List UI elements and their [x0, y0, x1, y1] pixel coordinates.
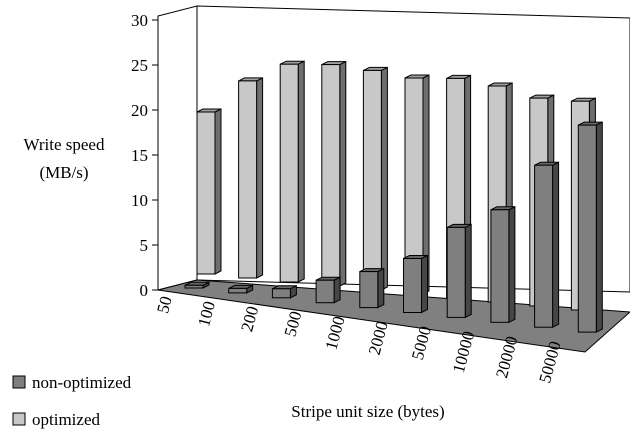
- x-tick-label: 5000: [408, 324, 435, 362]
- x-tick-label: 50: [153, 294, 176, 315]
- bar-non-optimized-200: [271, 284, 297, 299]
- bar-optimized-100-side: [256, 77, 264, 279]
- bar-non-optimized-50000-side: [595, 121, 603, 333]
- bar-non-optimized-500: [315, 276, 341, 304]
- bar-optimized-2000: [404, 74, 430, 295]
- bar-non-optimized-500-side: [333, 276, 341, 304]
- chart-side-wall: [157, 5, 198, 291]
- x-tick-label: 100: [194, 299, 219, 329]
- bar-optimized-50-side: [214, 108, 222, 275]
- bar-optimized-50: [196, 108, 222, 275]
- bar-optimized-200-side: [297, 60, 305, 283]
- bar-optimized-1000: [362, 66, 388, 291]
- bar-optimized-200: [279, 60, 305, 283]
- x-tick-label: 20000: [492, 334, 521, 380]
- bar-non-optimized-200-front: [271, 288, 291, 299]
- y-tick-label: 10: [131, 191, 148, 210]
- y-tick-label: 15: [131, 146, 148, 165]
- bar-non-optimized-50000: [577, 121, 603, 333]
- y-tick-label: 25: [131, 56, 148, 75]
- bar-non-optimized-1000-front: [359, 271, 379, 309]
- x-tick-label: 1000: [322, 314, 349, 352]
- bar-non-optimized-5000-front: [446, 226, 466, 318]
- legend-swatch-optimized: [12, 412, 26, 426]
- y-tick-label: 5: [140, 236, 149, 255]
- bar-non-optimized-100-front: [228, 287, 248, 294]
- bar-optimized-100: [238, 77, 264, 279]
- bar-non-optimized-20000: [534, 161, 560, 329]
- x-tick-label: 50000: [535, 339, 564, 385]
- bar-optimized-500: [321, 60, 347, 287]
- bar-non-optimized-50: [184, 281, 210, 289]
- bar-optimized-200-front: [279, 63, 299, 283]
- bar-non-optimized-10000: [490, 205, 516, 324]
- legend-label-optimized: optimized: [32, 410, 100, 429]
- bar-optimized-500-front: [321, 64, 341, 287]
- legend: non-optimized optimized: [12, 373, 132, 429]
- bar-non-optimized-2000-front: [403, 258, 422, 313]
- bar-optimized-100-front: [238, 80, 258, 279]
- bar-non-optimized-1000: [359, 267, 385, 309]
- x-tick-label: 10000: [449, 329, 478, 375]
- bar-non-optimized-10000-front: [490, 209, 510, 323]
- y-tick-label: 20: [131, 101, 148, 120]
- bar-non-optimized-5000-side: [464, 223, 472, 319]
- x-axis-title: Stripe unit size (bytes): [291, 402, 444, 421]
- bar-non-optimized-20000-front: [534, 164, 554, 328]
- bar-non-optimized-2000-side: [421, 254, 428, 314]
- y-axis-title-line-2: (MB/s): [39, 163, 88, 182]
- bar-non-optimized-500-front: [315, 279, 335, 304]
- y-axis-title-line-1: Write speed: [24, 135, 105, 154]
- bar-non-optimized-2000: [403, 254, 428, 314]
- non-optimized-bars: [184, 121, 603, 333]
- y-tick-label: 0: [140, 281, 149, 300]
- x-tick-label: 500: [281, 309, 306, 339]
- bar-non-optimized-10000-side: [508, 205, 516, 324]
- y-axis: 0 5 10 15 20 25 30: [131, 11, 159, 300]
- bar-optimized-1000-front: [362, 69, 382, 291]
- bar-optimized-50-front: [196, 111, 216, 275]
- x-tick-label: 2000: [365, 319, 392, 357]
- bar-non-optimized-5000: [446, 223, 472, 319]
- x-tick-label: 200: [237, 304, 262, 334]
- bar-non-optimized-50-front: [184, 284, 204, 289]
- legend-label-non-optimized: non-optimized: [32, 373, 132, 392]
- bar-optimized-1000-side: [380, 66, 388, 291]
- bar-non-optimized-50000-front: [577, 124, 597, 333]
- bar-non-optimized-20000-side: [552, 161, 560, 329]
- legend-swatch-non-optimized: [12, 375, 26, 389]
- bar-optimized-500-side: [339, 60, 347, 287]
- bar-non-optimized-1000-side: [377, 267, 385, 309]
- y-tick-label: 30: [131, 11, 148, 30]
- bar-non-optimized-100: [228, 284, 254, 294]
